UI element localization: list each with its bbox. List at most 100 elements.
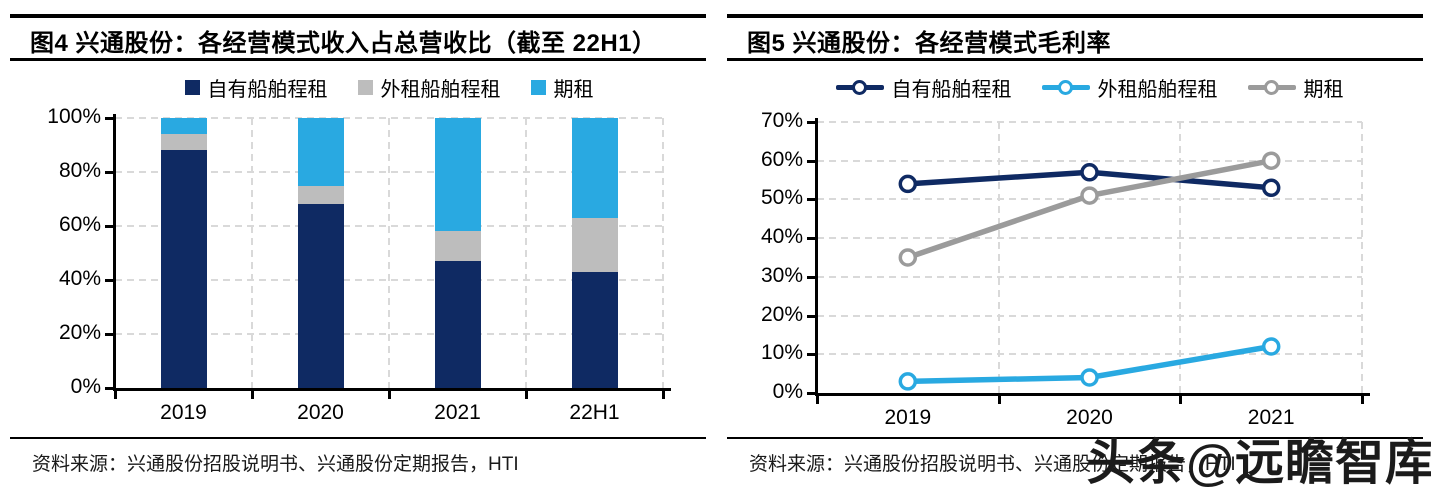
marker-自有船舶程租-2019 [898,174,918,194]
bar-segment-期租-22H1 [571,118,618,218]
marker-外租船舶程租-2021 [1261,337,1281,356]
x-axis-label: 2021 [434,401,481,424]
legend-label: 自有船舶程租 [891,78,1012,101]
x-axis-tick [1361,396,1364,404]
y-axis [815,118,818,395]
y-axis-tick [105,333,113,336]
gridline-v [997,122,1000,393]
y-axis-label: 40% [58,267,101,290]
panel-title-rule [727,58,1423,61]
legend-swatch-square [530,79,546,95]
x-axis-label: 2020 [1066,406,1113,429]
bar-segment-自有船舶程租-2020 [297,204,344,388]
y-axis-tick [807,237,815,241]
y-axis-tick [105,117,113,120]
legend-label: 期租 [553,78,594,101]
y-axis-label: 20% [58,321,101,344]
x-axis-tick [997,396,1001,404]
x-axis-tick [251,391,254,399]
marker-期租-2019 [898,248,918,267]
gridline-h [817,314,1362,317]
marker-期租-2020 [1080,186,1099,205]
legend-swatch-square [357,79,373,95]
legend-swatch-line [1247,79,1296,95]
gridline-h [817,121,1362,123]
gridline-v [388,118,390,388]
legend-swatch-line [835,79,884,95]
x-axis-tick [525,391,528,399]
x-axis [815,393,1370,396]
x-axis-tick [662,391,665,399]
y-axis-label: 70% [760,109,803,132]
legend-swatch-line [1041,79,1090,95]
watermark-text: 头条@远瞻智库 [1086,436,1431,490]
x-axis-label: 2019 [160,401,207,424]
y-axis-tick [807,121,815,124]
panel-gross-margin-chart: 图5 兴通股份：各经营模式毛利率 自有船舶程租 外租船舶程租 期租 资料来源：兴通股… [727,0,1423,488]
gridline-v [251,118,253,388]
panel-top-rule [10,14,706,18]
x-axis-tick [114,391,117,399]
chart-title: 图4 兴通股份：各经营模式收入占总营收比（截至 22H1） [30,30,657,57]
legend: 自有船舶程租 外租船舶程租 期租 [817,73,1362,102]
legend-label: 期租 [1303,78,1344,101]
gridline-h [817,159,1362,162]
y-axis-tick [807,198,815,202]
y-axis-label: 100% [47,105,101,128]
gridline-v [1179,122,1182,393]
y-axis-tick [105,171,113,174]
legend-item: 外租船舶程租 [1041,73,1218,102]
y-axis-label: 60% [760,147,803,171]
legend-marker-circle [1263,79,1279,95]
legend-label: 外租船舶程租 [1097,78,1218,101]
y-axis-label: 10% [760,341,803,365]
y-axis-tick [807,314,815,318]
panel-bottom-rule [10,437,706,439]
y-axis-label: 30% [760,263,803,287]
legend-item: 自有船舶程租 [835,73,1012,102]
x-axis-label: 22H1 [569,401,620,424]
marker-外租船舶程租-2019 [898,372,918,391]
y-axis-label: 50% [760,186,803,210]
x-axis-label: 2020 [297,401,344,424]
legend-label: 自有船舶程租 [207,78,328,101]
legend: 自有船舶程租 外租船舶程租 期租 [115,73,663,102]
chart-title: 图5 兴通股份：各经营模式毛利率 [747,30,1112,57]
legend-swatch-square [184,79,200,95]
gridline-h [817,237,1362,240]
marker-外租船舶程租-2020 [1080,368,1099,387]
legend-marker-circle [851,79,867,95]
x-axis-label: 2019 [884,406,932,429]
y-axis-tick [807,159,815,163]
marker-自有船舶程租-2020 [1080,163,1099,182]
panel-bottom-rule [727,437,1423,439]
y-axis-label: 60% [58,213,101,236]
gridline-h [817,275,1362,278]
y-axis [113,114,116,390]
marker-自有船舶程租-2021 [1261,178,1281,198]
y-axis-label: 80% [58,159,101,182]
source-note: 资料来源：兴通股份招股说明书、兴通股份定期报告，HTI [749,454,1236,475]
gridline-h [817,353,1362,356]
legend-label: 外租船舶程租 [380,78,501,101]
bar-segment-期租-2019 [160,118,207,135]
y-axis-tick [807,392,815,395]
legend-item: 期租 [530,73,594,102]
x-axis-label: 2021 [1247,406,1295,429]
x-axis [113,388,671,391]
x-axis-tick [1179,396,1183,404]
bar-segment-外租船舶程租-2020 [297,185,344,205]
y-axis-tick [807,353,815,357]
y-axis-label: 0% [772,380,803,403]
line-series-plot [898,151,1281,391]
bar-segment-自有船舶程租-2019 [160,150,207,388]
source-note: 资料来源：兴通股份招股说明书、兴通股份定期报告，HTI [32,454,519,475]
x-axis-tick [388,391,391,399]
legend-item: 外租船舶程租 [357,73,501,102]
bar-segment-期租-2021 [434,118,481,232]
marker-期租-2021 [1261,151,1281,170]
y-axis-tick [105,225,113,228]
y-axis-label: 20% [760,302,803,326]
gridline-v [662,118,664,388]
y-axis-label: 40% [760,225,803,249]
